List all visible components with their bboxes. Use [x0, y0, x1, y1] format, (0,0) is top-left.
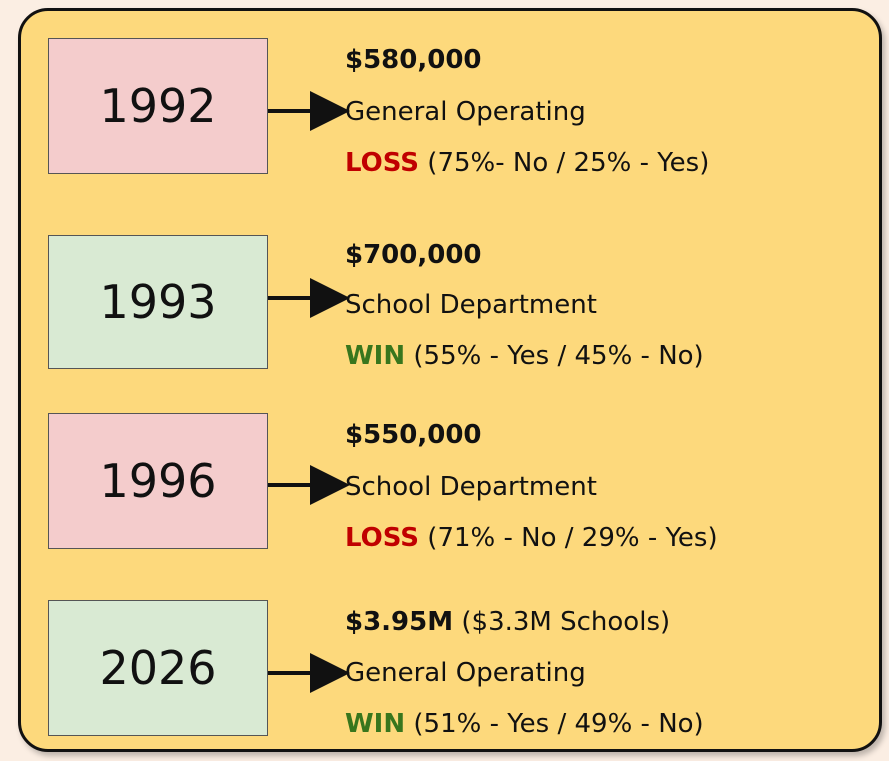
purpose: School Department — [345, 290, 597, 320]
amount: $700,000 — [345, 240, 482, 270]
amount-line: $3.95M ($3.3M Schools) — [345, 604, 670, 640]
result: WIN — [345, 341, 406, 371]
vote: (71% - No / 29% - Yes) — [427, 523, 718, 553]
amount: $580,000 — [345, 45, 482, 75]
result-line: LOSS (71% - No / 29% - Yes) — [345, 520, 718, 556]
amount: $550,000 — [345, 420, 482, 450]
vote: (55% - Yes / 45% - No) — [413, 341, 704, 371]
year-box: 1996 — [48, 413, 268, 549]
vote: (51% - Yes / 49% - No) — [413, 709, 704, 739]
purpose: School Department — [345, 472, 597, 502]
result-line: WIN (55% - Yes / 45% - No) — [345, 338, 704, 374]
result: LOSS — [345, 523, 420, 553]
vote: (75%- No / 25% - Yes) — [427, 148, 710, 178]
result-line: LOSS (75%- No / 25% - Yes) — [345, 145, 709, 181]
result: WIN — [345, 709, 406, 739]
amount: $3.95M — [345, 607, 454, 637]
year-box: 1992 — [48, 38, 268, 174]
year-box: 2026 — [48, 600, 268, 736]
amount-note: ($3.3M Schools) — [461, 607, 671, 637]
year-box: 1993 — [48, 235, 268, 369]
result: LOSS — [345, 148, 420, 178]
result-line: WIN (51% - Yes / 49% - No) — [345, 706, 704, 742]
purpose: General Operating — [345, 658, 586, 688]
purpose: General Operating — [345, 97, 586, 127]
